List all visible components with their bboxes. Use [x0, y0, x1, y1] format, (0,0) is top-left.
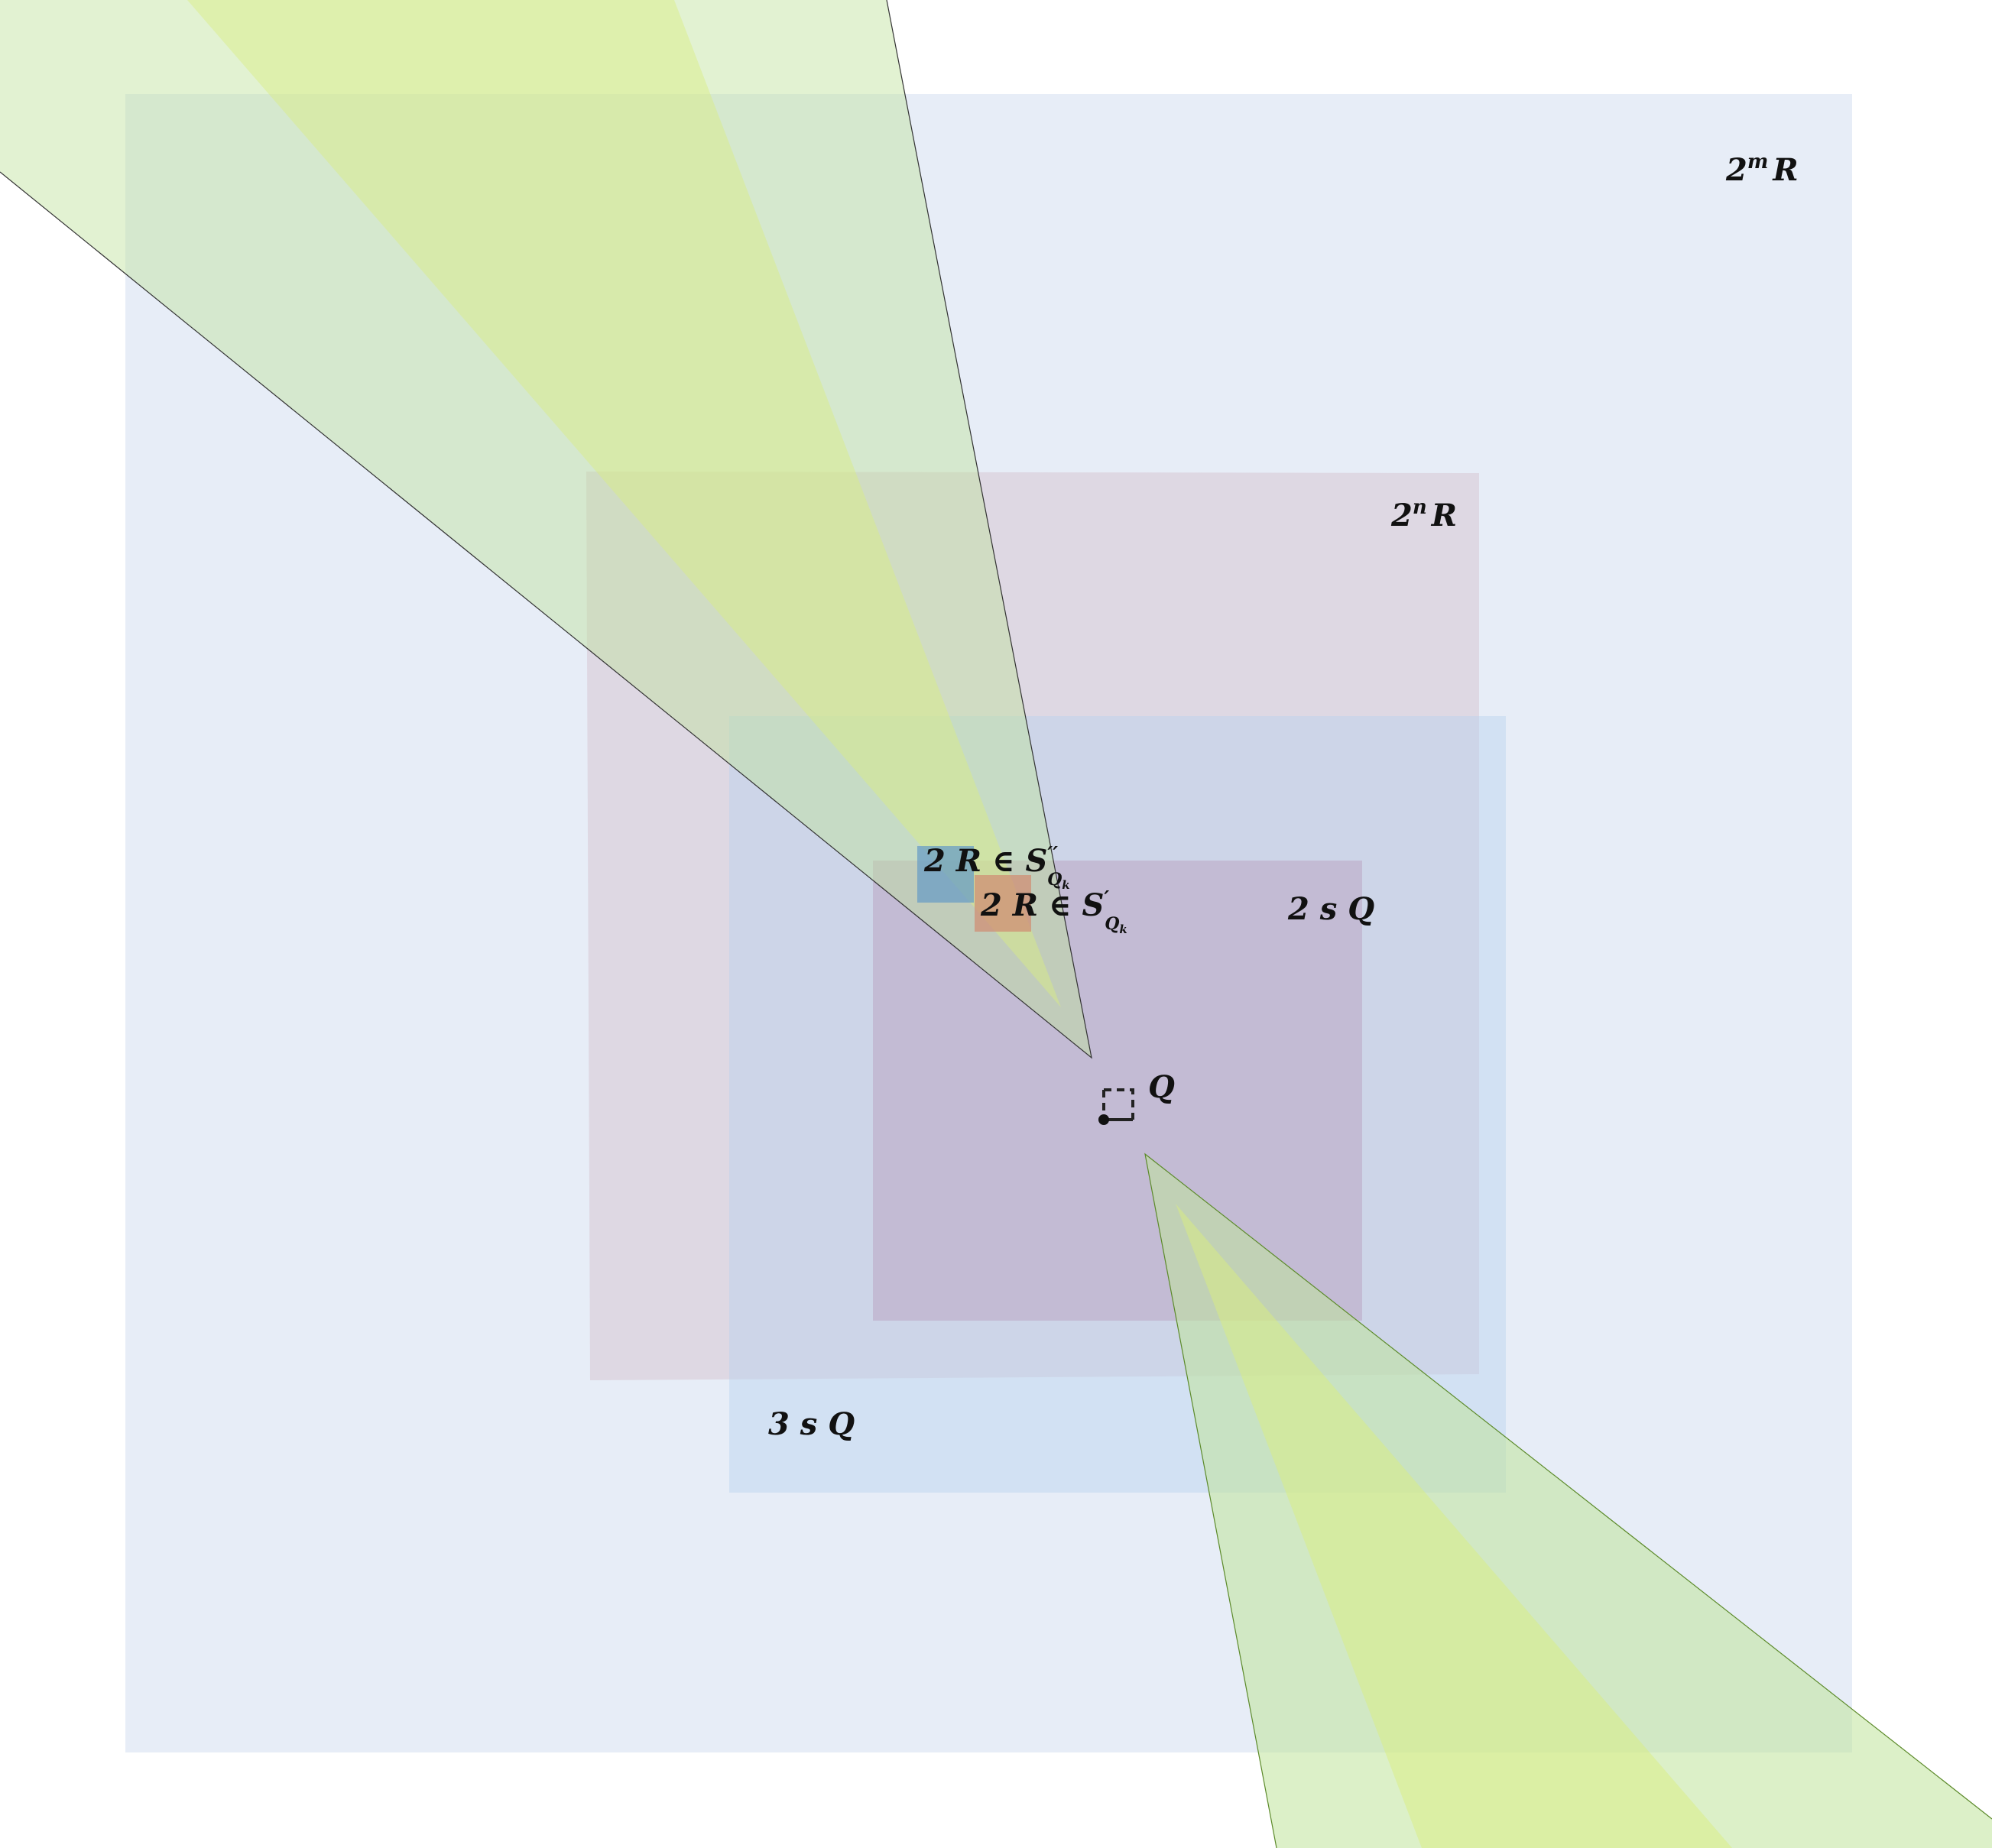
q-corner-dot: [1098, 1114, 1109, 1125]
label-2r-s-double-prime: 2 R ∈ S′′ Qk: [923, 843, 1070, 892]
cone-upper-narrow: [187, 0, 1061, 1007]
label-2m-r: 2m R: [1725, 151, 1799, 188]
q-square-dashed-top: [1104, 1088, 1134, 1120]
small-square-s-prime: [975, 875, 1031, 932]
label-2r-s-prime: 2 R ∈ S′ Qk: [980, 887, 1127, 936]
label-2n-r: 2n R: [1390, 496, 1457, 533]
cone-upper-outline: [0, 0, 1092, 1059]
small-square-s-double-prime: [917, 846, 974, 903]
label-q: Q: [1148, 1069, 1175, 1105]
cone-upper-wide: [0, 0, 1092, 1058]
cone-lower-outline: [1144, 1153, 1992, 1848]
label-3s-q: 3 s Q: [768, 1406, 855, 1442]
label-2s-q: 2 s Q: [1287, 891, 1374, 927]
cone-lower-narrow: [1176, 1204, 1732, 1848]
